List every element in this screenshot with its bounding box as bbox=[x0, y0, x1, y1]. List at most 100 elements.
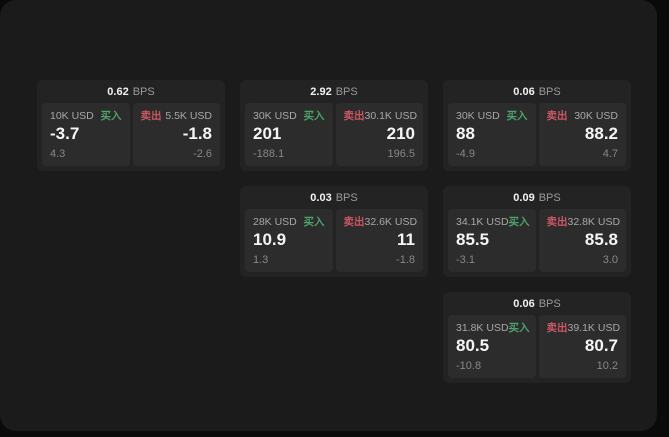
bps-unit-label: BPS bbox=[538, 191, 561, 204]
sell-label[interactable]: 卖出 bbox=[343, 216, 365, 228]
quote-panels: 10K USD 买入 -3.7 4.3 卖出 5.5K USD -1.8 -2.… bbox=[37, 103, 225, 171]
bps-unit-label: BPS bbox=[335, 191, 358, 204]
buy-panel[interactable]: 28K USD 买入 10.9 1.3 bbox=[245, 209, 333, 272]
bps-value: 2.92 bbox=[310, 85, 332, 98]
sell-panel[interactable]: 卖出 39.1K USD 80.7 10.2 bbox=[538, 315, 626, 378]
quote-card: 0.62 BPS 10K USD 买入 -3.7 4.3 卖出 5.5K USD… bbox=[37, 80, 225, 171]
sell-panel-top: 卖出 32.6K USD bbox=[343, 216, 418, 228]
bps-header: 0.03 BPS bbox=[240, 186, 428, 209]
sell-panel-top: 卖出 30.1K USD bbox=[343, 110, 418, 122]
sell-panel[interactable]: 卖出 30.1K USD 210 196.5 bbox=[335, 103, 423, 166]
bps-value: 0.62 bbox=[107, 85, 129, 98]
buy-panel[interactable]: 30K USD 买入 201 -188.1 bbox=[245, 103, 333, 166]
sell-label[interactable]: 卖出 bbox=[546, 110, 568, 122]
sell-price: 80.7 bbox=[584, 336, 618, 355]
bps-value: 0.06 bbox=[513, 85, 535, 98]
buy-price: -3.7 bbox=[50, 124, 80, 143]
sell-price: 11 bbox=[397, 230, 415, 249]
buy-amount: 30K USD bbox=[253, 110, 297, 122]
buy-label[interactable]: 买入 bbox=[508, 322, 530, 334]
buy-price: 85.5 bbox=[456, 230, 490, 249]
bps-unit-label: BPS bbox=[132, 85, 155, 98]
sell-delta: 10.2 bbox=[596, 360, 618, 372]
sell-panel-top: 卖出 32.8K USD bbox=[546, 216, 621, 228]
buy-delta: -188.1 bbox=[253, 148, 285, 160]
buy-panel[interactable]: 34.1K USD 买入 85.5 -3.1 bbox=[448, 209, 536, 272]
buy-price: 10.9 bbox=[253, 230, 287, 249]
buy-amount: 28K USD bbox=[253, 216, 297, 228]
buy-price: 201 bbox=[253, 124, 282, 143]
buy-label[interactable]: 买入 bbox=[100, 110, 122, 122]
sell-panel[interactable]: 卖出 5.5K USD -1.8 -2.6 bbox=[132, 103, 220, 166]
sell-delta: -1.8 bbox=[396, 254, 415, 266]
quote-card: 0.03 BPS 28K USD 买入 10.9 1.3 卖出 32.6K US… bbox=[240, 186, 428, 277]
sell-panel[interactable]: 卖出 32.8K USD 85.8 3.0 bbox=[538, 209, 626, 272]
buy-amount: 31.8K USD bbox=[456, 322, 509, 334]
bps-value: 0.03 bbox=[310, 191, 332, 204]
sell-label[interactable]: 卖出 bbox=[546, 216, 568, 228]
buy-amount: 34.1K USD bbox=[456, 216, 509, 228]
buy-panel-top: 30K USD 买入 bbox=[253, 110, 325, 122]
buy-delta: 1.3 bbox=[253, 254, 269, 266]
buy-label[interactable]: 买入 bbox=[303, 110, 325, 122]
sell-panel-top: 卖出 30K USD bbox=[547, 110, 619, 122]
sell-amount: 30.1K USD bbox=[364, 110, 418, 122]
sell-price: 88.2 bbox=[584, 124, 618, 143]
quote-panels: 34.1K USD 买入 85.5 -3.1 卖出 32.8K USD 85.8… bbox=[443, 209, 631, 277]
bps-unit-label: BPS bbox=[335, 85, 358, 98]
buy-delta: -3.1 bbox=[456, 254, 475, 266]
sell-delta: 196.5 bbox=[387, 148, 415, 160]
buy-label[interactable]: 买入 bbox=[506, 110, 528, 122]
bps-header: 0.09 BPS bbox=[443, 186, 631, 209]
bps-value: 0.09 bbox=[513, 191, 535, 204]
bps-header: 0.06 BPS bbox=[443, 292, 631, 315]
buy-price: 80.5 bbox=[456, 336, 490, 355]
sell-label[interactable]: 卖出 bbox=[343, 110, 365, 122]
sell-panel-top: 卖出 39.1K USD bbox=[546, 322, 621, 334]
sell-label[interactable]: 卖出 bbox=[140, 110, 162, 122]
sell-panel[interactable]: 卖出 30K USD 88.2 4.7 bbox=[538, 103, 626, 166]
buy-panel[interactable]: 30K USD 买入 88 -4.9 bbox=[448, 103, 536, 166]
quote-card: 0.06 BPS 31.8K USD 买入 80.5 -10.8 卖出 39.1… bbox=[443, 292, 631, 383]
quote-card: 2.92 BPS 30K USD 买入 201 -188.1 卖出 30.1K … bbox=[240, 80, 428, 171]
sell-delta: 4.7 bbox=[602, 148, 618, 160]
bps-value: 0.06 bbox=[513, 297, 535, 310]
card-grid: 0.62 BPS 10K USD 买入 -3.7 4.3 卖出 5.5K USD… bbox=[37, 80, 631, 383]
bps-unit-label: BPS bbox=[538, 297, 561, 310]
buy-label[interactable]: 买入 bbox=[508, 216, 530, 228]
bps-header: 0.06 BPS bbox=[443, 80, 631, 103]
bps-header: 2.92 BPS bbox=[240, 80, 428, 103]
buy-panel-top: 34.1K USD 买入 bbox=[456, 216, 530, 228]
sell-label[interactable]: 卖出 bbox=[546, 322, 568, 334]
buy-amount: 30K USD bbox=[456, 110, 500, 122]
buy-label[interactable]: 买入 bbox=[303, 216, 325, 228]
buy-panel[interactable]: 31.8K USD 买入 80.5 -10.8 bbox=[448, 315, 536, 378]
buy-panel-top: 30K USD 买入 bbox=[456, 110, 528, 122]
sell-price: 210 bbox=[386, 124, 415, 143]
sell-amount: 32.6K USD bbox=[364, 216, 418, 228]
bps-unit-label: BPS bbox=[538, 85, 561, 98]
bps-header: 0.62 BPS bbox=[37, 80, 225, 103]
buy-delta: 4.3 bbox=[50, 148, 66, 160]
sell-delta: 3.0 bbox=[602, 254, 618, 266]
buy-panel[interactable]: 10K USD 买入 -3.7 4.3 bbox=[42, 103, 130, 166]
sell-amount: 30K USD bbox=[574, 110, 618, 122]
buy-delta: -10.8 bbox=[456, 360, 482, 372]
quote-panels: 31.8K USD 买入 80.5 -10.8 卖出 39.1K USD 80.… bbox=[443, 315, 631, 383]
sell-amount: 32.8K USD bbox=[567, 216, 621, 228]
sell-panel[interactable]: 卖出 32.6K USD 11 -1.8 bbox=[335, 209, 423, 272]
quote-card: 0.09 BPS 34.1K USD 买入 85.5 -3.1 卖出 32.8K… bbox=[443, 186, 631, 277]
buy-amount: 10K USD bbox=[50, 110, 94, 122]
quote-panels: 30K USD 买入 88 -4.9 卖出 30K USD 88.2 4.7 bbox=[443, 103, 631, 171]
sell-panel-top: 卖出 5.5K USD bbox=[141, 110, 213, 122]
quote-panels: 30K USD 买入 201 -188.1 卖出 30.1K USD 210 1… bbox=[240, 103, 428, 171]
sell-price: -1.8 bbox=[182, 124, 212, 143]
sell-amount: 5.5K USD bbox=[165, 110, 212, 122]
buy-panel-top: 10K USD 买入 bbox=[50, 110, 122, 122]
buy-panel-top: 31.8K USD 买入 bbox=[456, 322, 530, 334]
buy-delta: -4.9 bbox=[456, 148, 475, 160]
quote-card: 0.06 BPS 30K USD 买入 88 -4.9 卖出 30K USD 8… bbox=[443, 80, 631, 171]
buy-panel-top: 28K USD 买入 bbox=[253, 216, 325, 228]
buy-price: 88 bbox=[456, 124, 475, 143]
app-surface: 0.62 BPS 10K USD 买入 -3.7 4.3 卖出 5.5K USD… bbox=[0, 0, 657, 431]
